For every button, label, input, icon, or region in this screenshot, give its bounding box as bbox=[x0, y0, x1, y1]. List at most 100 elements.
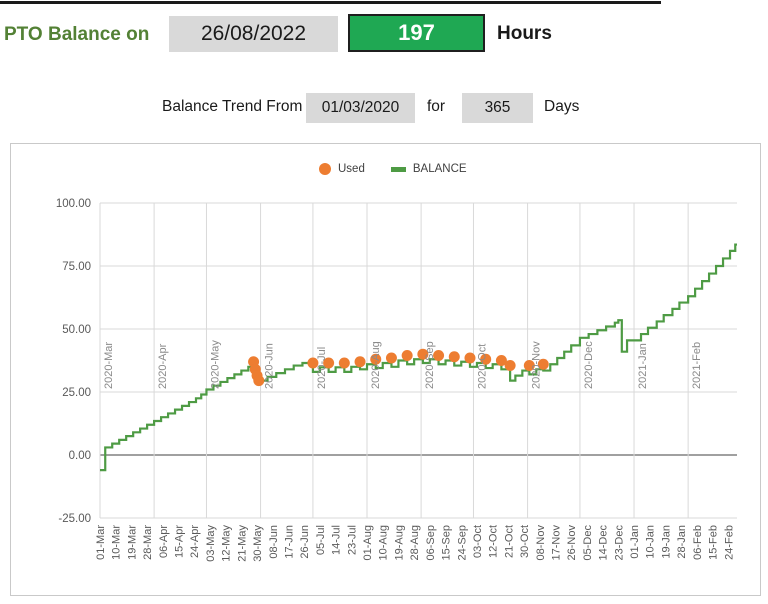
svg-text:2020-Oct: 2020-Oct bbox=[476, 344, 488, 389]
x-axis-labels: 01-Mar 10-Mar 19-Mar 28-Mar 06-Apr 15-Apr 24-A… bbox=[95, 525, 735, 562]
svg-text:75.00: 75.00 bbox=[62, 261, 91, 273]
svg-text:-25.00: -25.00 bbox=[58, 513, 91, 525]
plot-area: 100.00 75.00 50.00 25.00 0.00 -25.00 01-Mar 10-… bbox=[56, 198, 737, 562]
svg-text:12-Oct: 12-Oct bbox=[488, 525, 500, 558]
used-point bbox=[523, 360, 535, 372]
trend-from-label: Balance Trend From bbox=[162, 98, 303, 115]
used-point bbox=[401, 349, 413, 361]
svg-text:24-Apr: 24-Apr bbox=[189, 525, 201, 558]
svg-text:23-Jul: 23-Jul bbox=[346, 525, 358, 555]
svg-text:2020-May: 2020-May bbox=[209, 340, 221, 389]
used-points bbox=[248, 348, 549, 387]
svg-text:2020-Jul: 2020-Jul bbox=[316, 347, 328, 389]
y-axis-labels: 100.00 75.00 50.00 25.00 0.00 -25.00 bbox=[56, 198, 91, 525]
svg-text:23-Dec: 23-Dec bbox=[613, 525, 625, 561]
legend-used-label: Used bbox=[338, 163, 365, 175]
svg-text:12-May: 12-May bbox=[221, 525, 233, 562]
svg-text:01-Aug: 01-Aug bbox=[362, 525, 374, 560]
balance-trend-chart: Used BALANCE 100.00 75.00 50.00 25.00 0.00 -2… bbox=[10, 143, 761, 596]
svg-text:2020-Aug: 2020-Aug bbox=[370, 341, 382, 389]
trend-days-label: Days bbox=[544, 98, 580, 115]
svg-text:06-Sep: 06-Sep bbox=[425, 525, 437, 560]
svg-text:2020-Mar: 2020-Mar bbox=[103, 342, 115, 389]
svg-text:08-Nov: 08-Nov bbox=[535, 525, 547, 561]
svg-text:2021-Feb: 2021-Feb bbox=[691, 342, 703, 389]
used-point bbox=[495, 355, 507, 366]
svg-text:26-Nov: 26-Nov bbox=[566, 525, 578, 561]
used-point bbox=[354, 356, 366, 368]
svg-text:28-Jan: 28-Jan bbox=[676, 525, 688, 559]
used-point bbox=[370, 353, 382, 365]
svg-text:10-Jan: 10-Jan bbox=[645, 525, 657, 559]
balance-series-marker-icon bbox=[390, 166, 406, 172]
svg-text:2020-Dec: 2020-Dec bbox=[583, 341, 595, 389]
used-point bbox=[480, 353, 492, 365]
used-point bbox=[537, 358, 549, 370]
svg-text:19-Jan: 19-Jan bbox=[660, 525, 672, 559]
used-point bbox=[448, 351, 460, 363]
svg-text:01-Jan: 01-Jan bbox=[629, 525, 641, 559]
svg-text:15-Feb: 15-Feb bbox=[708, 525, 720, 560]
svg-text:03-Oct: 03-Oct bbox=[472, 525, 484, 558]
used-point bbox=[253, 375, 265, 387]
svg-text:2020-Apr: 2020-Apr bbox=[157, 343, 169, 389]
svg-text:2021-Jan: 2021-Jan bbox=[637, 343, 649, 389]
svg-text:10-Mar: 10-Mar bbox=[111, 525, 123, 560]
top-divider-line bbox=[0, 1, 661, 4]
svg-text:2020-Jun: 2020-Jun bbox=[264, 343, 276, 389]
svg-text:17-Nov: 17-Nov bbox=[550, 525, 562, 561]
balance-value-cell: 197 bbox=[348, 14, 485, 52]
used-point bbox=[464, 352, 476, 364]
svg-text:24-Sep: 24-Sep bbox=[456, 525, 468, 560]
svg-text:14-Jul: 14-Jul bbox=[331, 525, 343, 555]
svg-text:05-Jul: 05-Jul bbox=[315, 525, 327, 555]
month-labels: 2020-Mar 2020-Apr 2020-May 2020-Jun 2020-Jul… bbox=[103, 340, 703, 389]
svg-text:2020-Sep: 2020-Sep bbox=[424, 341, 436, 389]
legend-balance-label: BALANCE bbox=[412, 163, 467, 175]
svg-text:2020-Nov: 2020-Nov bbox=[531, 341, 543, 389]
svg-text:19-Mar: 19-Mar bbox=[126, 525, 138, 560]
used-point bbox=[504, 360, 516, 372]
chart-legend: Used BALANCE bbox=[319, 163, 467, 175]
svg-text:24-Feb: 24-Feb bbox=[723, 525, 735, 560]
used-point bbox=[323, 357, 335, 369]
svg-text:08-Jun: 08-Jun bbox=[268, 525, 280, 559]
svg-text:03-May: 03-May bbox=[205, 525, 217, 562]
svg-text:50.00: 50.00 bbox=[62, 324, 91, 336]
pto-balance-label: PTO Balance on bbox=[4, 24, 150, 45]
trend-start-date-cell[interactable]: 01/03/2020 bbox=[306, 93, 415, 123]
used-point bbox=[385, 352, 397, 364]
trend-days-cell[interactable]: 365 bbox=[462, 93, 533, 123]
svg-text:28-Mar: 28-Mar bbox=[142, 525, 154, 560]
svg-text:10-Aug: 10-Aug bbox=[378, 525, 390, 560]
legend-item-used: Used bbox=[319, 163, 365, 175]
svg-text:30-May: 30-May bbox=[252, 525, 264, 562]
svg-text:15-Apr: 15-Apr bbox=[174, 525, 186, 558]
svg-text:30-Oct: 30-Oct bbox=[519, 525, 531, 558]
used-point bbox=[433, 349, 445, 361]
svg-text:01-Mar: 01-Mar bbox=[95, 525, 107, 560]
svg-text:25.00: 25.00 bbox=[62, 387, 91, 399]
trend-for-label: for bbox=[427, 98, 446, 115]
svg-text:100.00: 100.00 bbox=[56, 198, 91, 210]
svg-text:19-Aug: 19-Aug bbox=[393, 525, 405, 560]
used-series-marker-icon bbox=[319, 163, 331, 175]
svg-text:17-Jun: 17-Jun bbox=[283, 525, 295, 559]
svg-text:21-May: 21-May bbox=[236, 525, 248, 562]
svg-text:05-Dec: 05-Dec bbox=[582, 525, 594, 561]
used-point bbox=[417, 348, 429, 360]
svg-text:0.00: 0.00 bbox=[69, 450, 91, 462]
svg-text:26-Jun: 26-Jun bbox=[299, 525, 311, 559]
svg-text:06-Apr: 06-Apr bbox=[158, 525, 170, 558]
svg-text:06-Feb: 06-Feb bbox=[692, 525, 704, 560]
svg-text:21-Oct: 21-Oct bbox=[503, 525, 515, 558]
svg-text:14-Dec: 14-Dec bbox=[598, 525, 610, 561]
svg-text:15-Sep: 15-Sep bbox=[441, 525, 453, 560]
svg-text:28-Aug: 28-Aug bbox=[409, 525, 421, 560]
legend-item-balance: BALANCE bbox=[390, 163, 467, 175]
used-point bbox=[338, 357, 350, 369]
hours-unit-label: Hours bbox=[497, 23, 552, 44]
balance-date-cell[interactable]: 26/08/2022 bbox=[169, 16, 338, 52]
used-point bbox=[307, 357, 319, 369]
